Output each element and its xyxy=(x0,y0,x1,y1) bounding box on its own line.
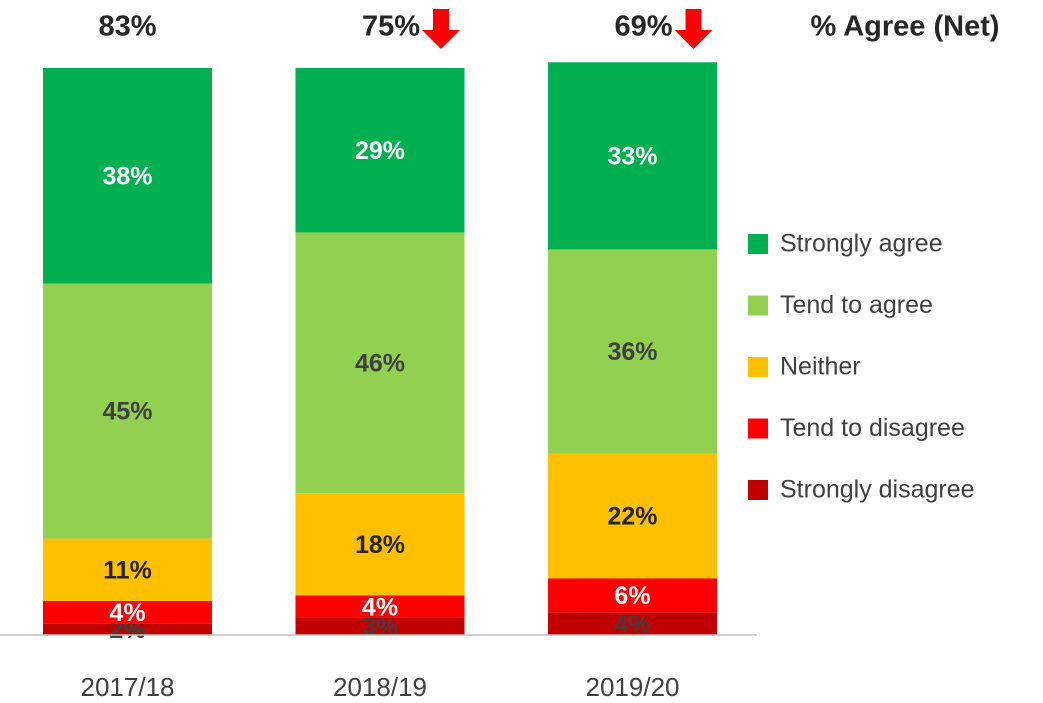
bar-segment xyxy=(43,283,212,539)
legend-label: Neither xyxy=(780,353,861,381)
bar-segment xyxy=(295,595,465,618)
data-label: 33% xyxy=(607,142,657,170)
data-label: 22% xyxy=(607,503,657,531)
legend-swatch xyxy=(748,480,768,500)
down-arrow xyxy=(674,9,713,49)
legend-swatch xyxy=(748,234,768,254)
bar-segment xyxy=(295,493,465,596)
data-label: 4% xyxy=(362,593,398,621)
bar-segment xyxy=(295,617,465,635)
x-tick-label: 2017/18 xyxy=(81,672,175,702)
data-label: 38% xyxy=(102,162,152,190)
bar-segment xyxy=(43,538,212,601)
data-label: 4% xyxy=(109,599,145,627)
data-label: 11% xyxy=(103,556,152,584)
net-label: 69% xyxy=(614,11,672,43)
bar-segment xyxy=(43,623,212,635)
data-label: 6% xyxy=(614,582,650,610)
down-arrow xyxy=(422,9,460,49)
bar-segment xyxy=(548,453,717,579)
bar-segment xyxy=(548,249,717,454)
x-tick-label: 2018/19 xyxy=(333,672,427,702)
bar-segment xyxy=(43,68,212,284)
legend-label: Strongly agree xyxy=(780,230,943,258)
data-label: 45% xyxy=(102,398,152,426)
data-label: 36% xyxy=(607,338,657,366)
net-label: 75% xyxy=(362,11,420,43)
data-label: 29% xyxy=(355,137,405,165)
bar-segment xyxy=(295,232,465,494)
data-label: 46% xyxy=(355,349,405,377)
legend-swatch xyxy=(748,357,768,377)
bar-segment xyxy=(43,600,212,624)
net-label: 83% xyxy=(98,11,156,43)
bar-segment xyxy=(548,62,717,250)
chart-title: % Agree (Net) xyxy=(810,11,999,43)
data-label: 4% xyxy=(614,610,650,638)
legend-label: Tend to agree xyxy=(780,291,933,319)
bar-segment xyxy=(548,612,717,635)
x-tick-label: 2019/20 xyxy=(586,672,680,702)
legend-label: Tend to disagree xyxy=(780,414,965,442)
data-label: 18% xyxy=(355,531,405,559)
legend-label: Strongly disagree xyxy=(780,476,975,504)
legend-swatch xyxy=(748,418,768,439)
bar-segment xyxy=(295,68,465,233)
legend-swatch xyxy=(748,295,768,316)
bar-segment xyxy=(548,578,717,613)
